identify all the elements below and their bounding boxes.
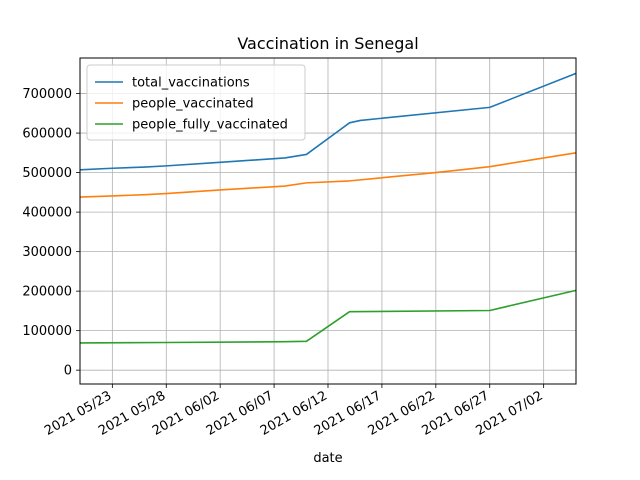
y-axis: 0 100000 200000 300000 400000 500000 600000 700… — [22, 87, 80, 379]
y-tick-label: 300000 — [22, 245, 72, 260]
y-tick-label: 600000 — [22, 127, 72, 142]
y-tick-label: 200000 — [22, 285, 72, 300]
y-tick-label: 100000 — [22, 324, 72, 339]
series-line-total-vaccinations — [79, 72, 577, 171]
legend-label: people_fully_vaccinated — [132, 118, 288, 133]
legend-box — [86, 64, 306, 141]
legend-label: people_vaccinated — [132, 97, 254, 112]
series-lines — [79, 72, 577, 344]
y-tick-label: 700000 — [22, 87, 72, 102]
chart-title: Vaccination in Senegal — [237, 34, 418, 53]
series-line-people-vaccinated — [79, 152, 577, 198]
x-axis-label: date — [313, 451, 342, 466]
legend-label: total_vaccinations — [132, 76, 250, 91]
y-tick-label: 500000 — [22, 166, 72, 181]
y-tick-label: 400000 — [22, 206, 72, 221]
legend: total_vaccinations people_vaccinatedpeopl… — [86, 64, 306, 141]
series-line-people-fully-vaccinated — [79, 289, 577, 344]
y-tick-label: 0 — [64, 364, 72, 379]
